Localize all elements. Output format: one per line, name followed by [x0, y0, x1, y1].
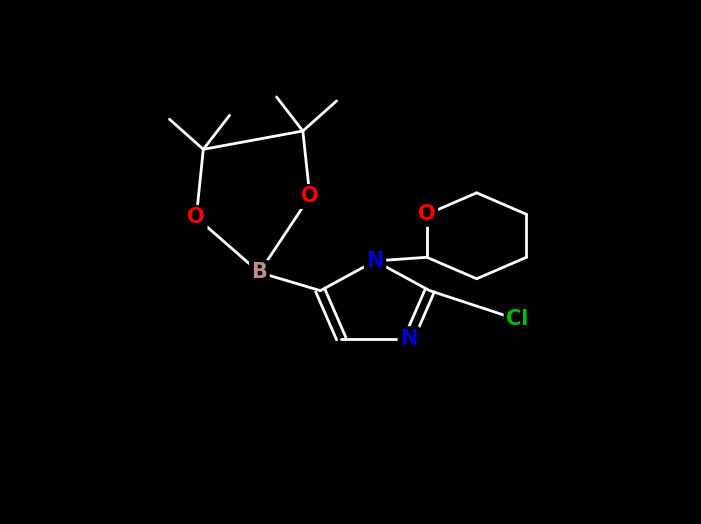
- Text: O: O: [301, 187, 319, 206]
- Text: O: O: [418, 204, 436, 224]
- Text: N: N: [400, 329, 418, 348]
- Text: O: O: [187, 208, 205, 227]
- Text: B: B: [252, 263, 267, 282]
- Text: Cl: Cl: [506, 310, 529, 330]
- Text: N: N: [367, 251, 383, 271]
